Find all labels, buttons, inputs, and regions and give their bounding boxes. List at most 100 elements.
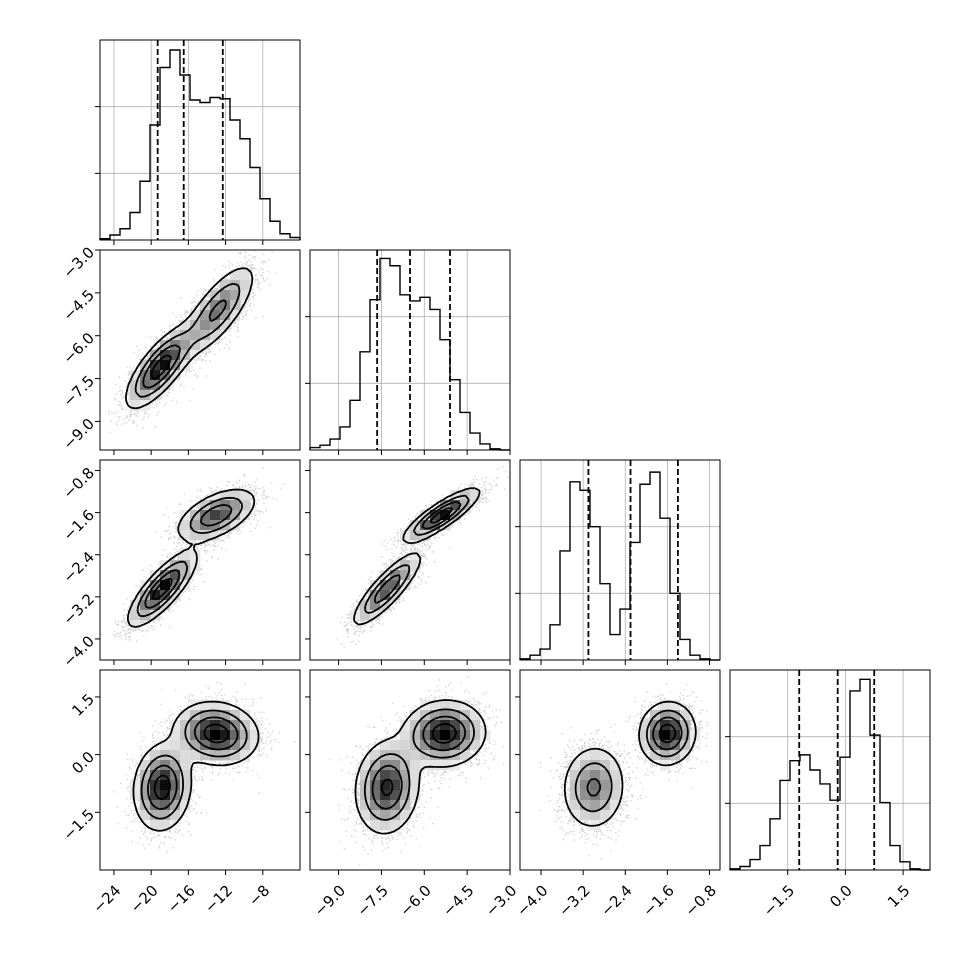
density-cell [410, 760, 421, 771]
density-cell [160, 350, 171, 361]
contour-level-3 [380, 723, 457, 797]
contour-level-0 [354, 699, 487, 835]
contour-level-0 [126, 488, 256, 628]
panel-frame [729, 669, 931, 871]
density-cell [240, 270, 251, 281]
contour-level-1 [140, 709, 248, 820]
contour-level-2 [371, 715, 467, 810]
density-cell [380, 780, 391, 791]
panel-frame [309, 459, 511, 661]
density-cell [680, 750, 691, 761]
density-cell [220, 730, 231, 741]
density-cell [410, 730, 421, 741]
density-cell [390, 580, 401, 591]
density-cell [660, 740, 671, 751]
density-cell [230, 720, 241, 731]
density-cell [210, 320, 221, 331]
density-cell [140, 770, 151, 781]
density-panel-p1-p2 [305, 459, 511, 665]
density-cell [380, 590, 391, 601]
x-tick-label: −12 [201, 881, 236, 916]
density-cell [190, 750, 201, 761]
density-cell [470, 730, 481, 741]
density-cell [170, 810, 181, 821]
density-cell [180, 770, 191, 781]
y-tick-label: −3.2 [60, 590, 98, 628]
density-cell [470, 490, 481, 501]
density-cell [180, 760, 191, 771]
density-cell [390, 820, 401, 831]
density-cell [390, 760, 401, 771]
density-cell [420, 750, 431, 761]
density-cell [650, 730, 661, 741]
density-cell [130, 780, 141, 791]
density-cell [170, 740, 181, 751]
contour-level-2 [144, 504, 233, 609]
density-cell [440, 510, 451, 521]
density-cell [370, 820, 381, 831]
density-cell [150, 610, 161, 621]
density-cell [660, 730, 671, 741]
density-cell [380, 770, 391, 781]
density-cell [430, 740, 441, 751]
density-cell [210, 740, 221, 751]
density-cell [160, 790, 171, 801]
density-cell [600, 810, 611, 821]
x-tick-label: −1.5 [760, 881, 798, 919]
x-tick-label: −8 [245, 881, 273, 909]
density-cell [150, 570, 161, 581]
contour-level-3 [151, 578, 173, 600]
histogram-p0 [99, 49, 301, 240]
density-cell [200, 700, 211, 711]
density-cell [460, 750, 471, 761]
density-cell [150, 820, 161, 831]
density-cell [130, 790, 141, 801]
density-cell [170, 560, 181, 571]
density-cell [200, 310, 211, 321]
density-cell [410, 550, 421, 561]
density-cell [210, 510, 221, 521]
density-cell [130, 390, 141, 401]
contour-level-3 [658, 723, 677, 744]
density-cell [380, 580, 391, 591]
density-cell [230, 740, 241, 751]
density-cell [190, 740, 201, 751]
histogram-p3 [729, 678, 930, 871]
density-cell [660, 750, 671, 761]
density-cell [190, 550, 201, 561]
density-cell [400, 770, 411, 781]
density-cell [420, 760, 431, 771]
density-cell [670, 710, 681, 721]
density-cell [440, 760, 451, 771]
density-cell [220, 490, 231, 501]
density-cell [190, 320, 201, 331]
density-cell [670, 720, 681, 731]
density-cell [420, 740, 431, 751]
density-cell [200, 330, 211, 341]
density-cell [440, 700, 451, 711]
density-cell [450, 740, 461, 751]
density-cell [170, 350, 181, 361]
y-tick-label: −4.0 [60, 632, 98, 670]
density-cell [240, 280, 251, 291]
contour-level-2 [142, 299, 227, 389]
density-cell [410, 560, 421, 571]
density-cell [210, 310, 221, 321]
density-cell [670, 700, 681, 711]
contour-level-2 [147, 716, 239, 810]
x-tick-label: −20 [127, 881, 162, 916]
density-cell [430, 710, 441, 721]
density-cell [370, 780, 381, 791]
density-cell [130, 620, 141, 631]
density-cell [230, 490, 241, 501]
density-cell [440, 720, 451, 731]
density-cell [180, 780, 191, 791]
density-cell [390, 590, 401, 601]
density-cell [580, 750, 591, 761]
density-cell [170, 750, 181, 761]
density-cell [360, 800, 371, 811]
density-cell [390, 790, 401, 801]
density-cell [150, 800, 161, 811]
x-tick-label: −4.0 [513, 881, 551, 919]
contour-level-3 [150, 354, 172, 380]
